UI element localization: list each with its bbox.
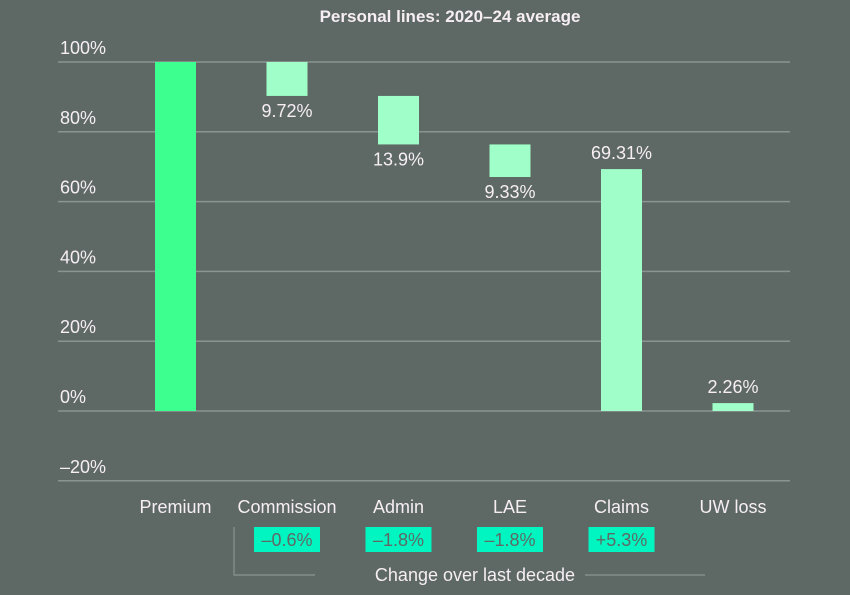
y-tick-label: 20% bbox=[60, 317, 96, 337]
y-tick-label: –20% bbox=[60, 457, 106, 477]
data-label: 13.9% bbox=[373, 149, 424, 169]
change-badge-label: –1.8% bbox=[373, 530, 424, 550]
y-tick-label: 60% bbox=[60, 178, 96, 198]
data-label: 9.72% bbox=[261, 101, 312, 121]
x-tick-label: UW loss bbox=[700, 497, 767, 517]
x-tick-label: Admin bbox=[373, 497, 424, 517]
y-tick-label: 100% bbox=[60, 38, 106, 58]
change-badge bbox=[254, 527, 320, 552]
change-badge-label: +5.3% bbox=[596, 530, 648, 550]
bar-admin bbox=[378, 95, 419, 145]
change-badge bbox=[477, 527, 543, 552]
data-label: 9.33% bbox=[484, 182, 535, 202]
y-tick-label: 80% bbox=[60, 108, 96, 128]
change-badge bbox=[588, 527, 655, 552]
change-bracket-line bbox=[233, 527, 705, 576]
x-tick-label: Commission bbox=[237, 497, 336, 517]
change-caption: Change over last decade bbox=[375, 565, 575, 585]
change-badge-label: –0.6% bbox=[261, 530, 312, 550]
y-tick-label: 0% bbox=[60, 387, 86, 407]
x-tick-label: LAE bbox=[493, 497, 527, 517]
y-tick-label: 40% bbox=[60, 247, 96, 267]
bar-lae bbox=[489, 144, 531, 177]
change-badge bbox=[365, 527, 432, 552]
bar-premium bbox=[155, 62, 196, 411]
x-tick-label: Claims bbox=[594, 497, 649, 517]
change-badge-label: –1.8% bbox=[484, 530, 535, 550]
data-label: 2.26% bbox=[707, 377, 758, 397]
bar-claims bbox=[601, 169, 642, 411]
x-tick-label: Premium bbox=[139, 497, 211, 517]
bar-uw-loss bbox=[712, 403, 754, 411]
chart-title: Personal lines: 2020–24 average bbox=[320, 7, 581, 26]
data-label: 69.31% bbox=[591, 143, 652, 163]
bar-commission bbox=[266, 62, 308, 96]
